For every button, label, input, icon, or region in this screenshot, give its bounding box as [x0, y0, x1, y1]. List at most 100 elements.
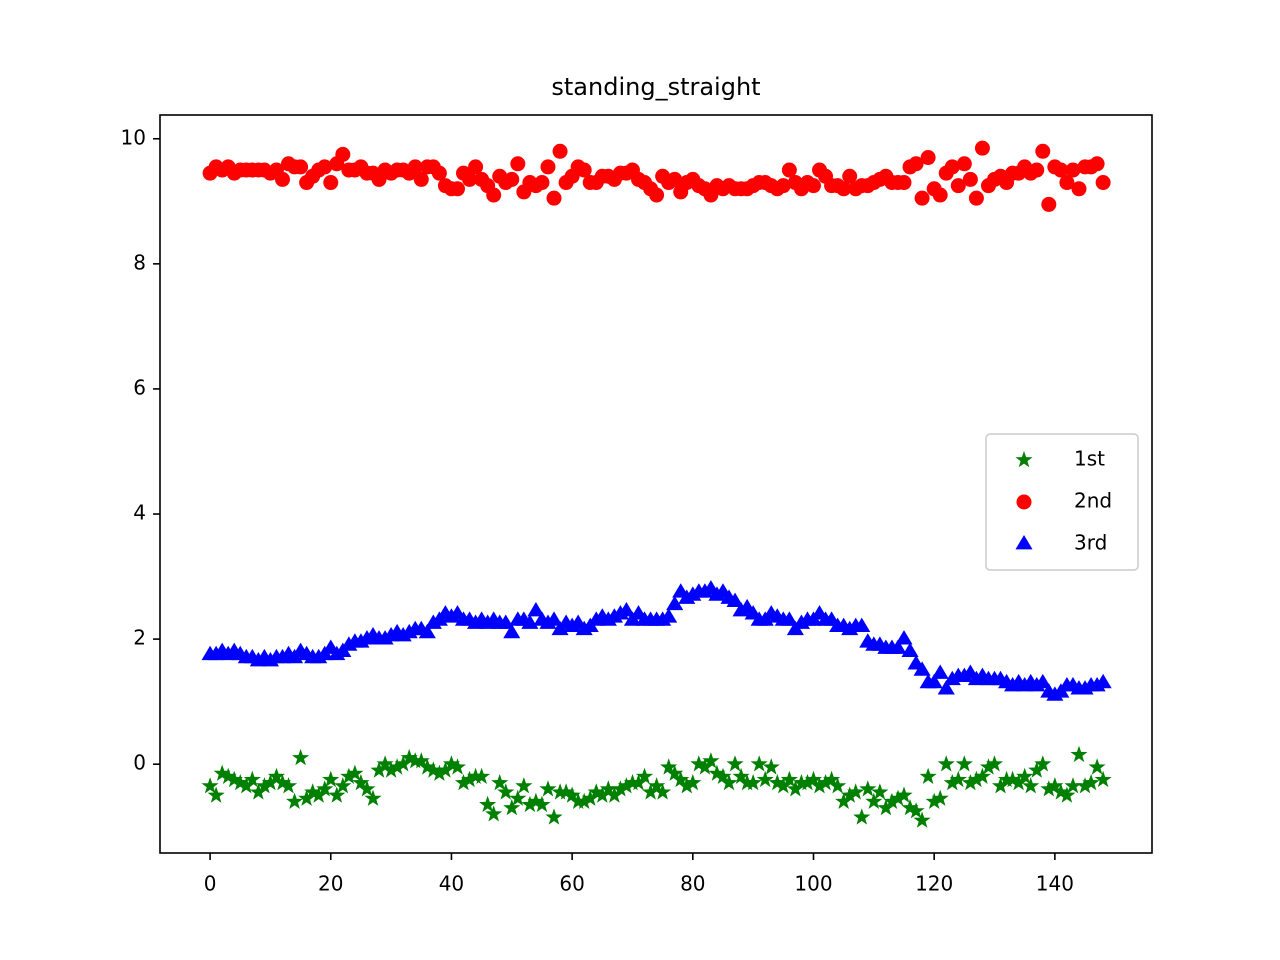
data-point [617, 777, 635, 794]
data-point [756, 770, 774, 788]
data-point [563, 786, 581, 803]
data-point [925, 673, 943, 689]
data-point [786, 780, 804, 797]
data-point [534, 175, 550, 191]
data-point [889, 789, 907, 806]
data-point [1094, 673, 1112, 689]
data-point [780, 770, 798, 788]
data-point [515, 777, 533, 794]
y-tick-label: 4 [133, 501, 146, 525]
data-point [593, 786, 611, 803]
data-point [207, 786, 225, 803]
data-point [545, 611, 563, 626]
x-tick-label: 100 [794, 872, 832, 896]
data-point [243, 770, 261, 788]
data-point [1035, 143, 1051, 159]
data-point [407, 159, 423, 175]
data-point [636, 767, 654, 784]
data-point [576, 162, 592, 178]
data-point [660, 608, 678, 623]
data-point [973, 767, 991, 784]
data-point [901, 799, 919, 816]
data-point [225, 770, 243, 788]
data-point [267, 767, 285, 784]
data-point [273, 774, 292, 791]
data-point [1071, 181, 1087, 197]
data-point [599, 780, 617, 797]
data-point [649, 187, 665, 203]
data-point [358, 780, 376, 797]
data-point [920, 150, 936, 166]
data-point [877, 799, 895, 816]
data-point [1088, 758, 1106, 775]
data-point [1095, 175, 1111, 191]
data-point [467, 767, 485, 784]
data-point [696, 758, 714, 775]
data-point [219, 767, 237, 784]
legend-marker [1016, 494, 1032, 510]
data-point [937, 755, 955, 772]
x-tick-label: 140 [1036, 872, 1074, 896]
data-point [962, 171, 978, 187]
data-point [925, 792, 943, 809]
data-point [829, 777, 847, 794]
data-point [201, 777, 219, 794]
data-point [804, 770, 822, 788]
data-point [919, 767, 937, 784]
data-point [304, 783, 322, 800]
data-point [569, 792, 587, 809]
data-point [629, 774, 648, 791]
data-point [418, 623, 436, 639]
data-point [485, 805, 503, 822]
data-point [413, 171, 429, 187]
data-point [328, 786, 346, 803]
data-point [690, 755, 708, 772]
data-point [883, 792, 901, 809]
data-point [667, 171, 683, 187]
data-point [462, 171, 478, 187]
data-point [726, 592, 744, 607]
data-point [340, 767, 358, 784]
legend-marker [1015, 535, 1033, 550]
data-point [805, 178, 821, 194]
data-point [932, 187, 948, 203]
data-point [968, 190, 984, 206]
data-point [908, 156, 924, 172]
data-point [540, 159, 556, 175]
data-point [1076, 777, 1094, 794]
data-point [334, 777, 352, 794]
data-point [660, 758, 678, 775]
data-point [944, 159, 960, 175]
x-tick-label: 20 [318, 872, 343, 896]
plot-frame [159, 114, 1153, 854]
data-point [552, 143, 568, 159]
data-point [322, 770, 340, 788]
data-point [907, 802, 925, 819]
data-point [479, 795, 497, 813]
data-point [842, 168, 858, 184]
data-point [335, 146, 351, 162]
data-point [943, 774, 961, 791]
data-point [853, 617, 871, 632]
data-point [648, 777, 666, 794]
data-point [605, 786, 623, 803]
data-point [213, 764, 231, 781]
data-point [1016, 767, 1034, 784]
data-point [581, 789, 599, 806]
data-point [286, 792, 304, 809]
data-point [859, 780, 877, 797]
data-point [666, 595, 684, 611]
data-point [986, 755, 1004, 772]
legend-label: 1st [1074, 447, 1105, 471]
data-point [847, 783, 865, 800]
data-point [732, 767, 750, 784]
data-point [937, 680, 955, 695]
data-point [684, 774, 702, 791]
data-point [956, 156, 972, 172]
data-point [442, 755, 460, 772]
data-point [992, 777, 1010, 794]
data-point [895, 630, 913, 645]
data-point [521, 795, 539, 813]
data-point [1040, 780, 1058, 797]
data-point [702, 752, 720, 769]
